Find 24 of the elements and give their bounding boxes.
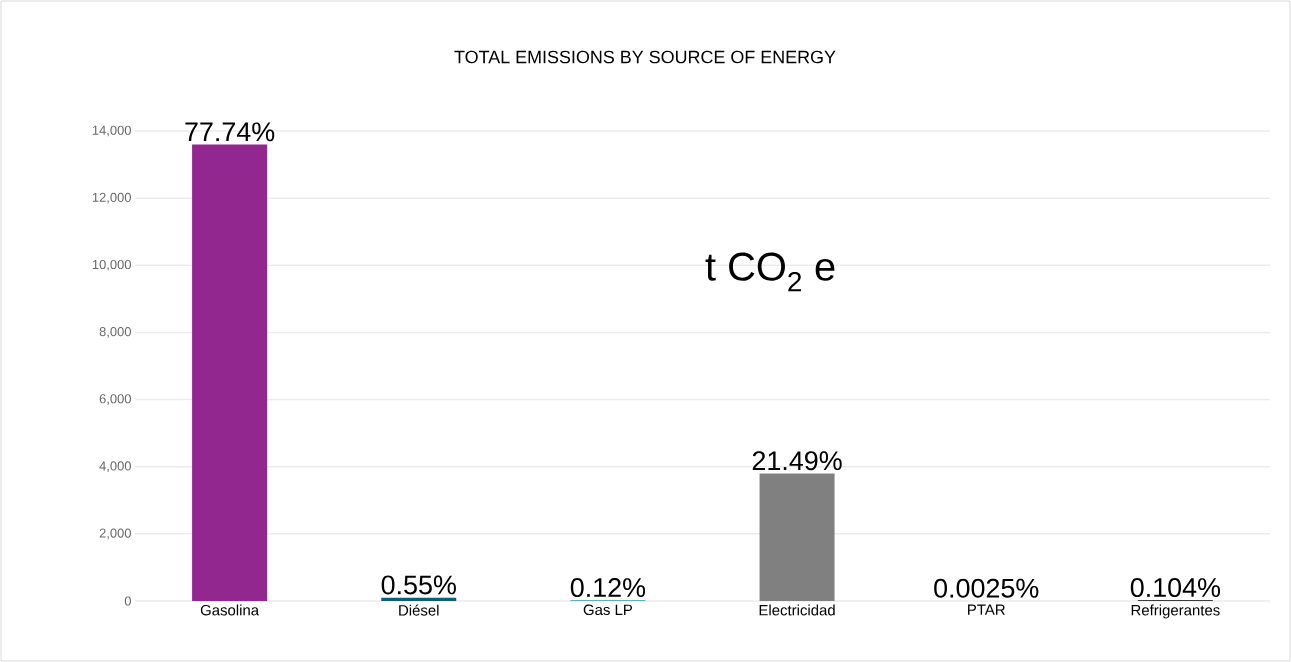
y-tick-label: 8,000	[99, 327, 131, 338]
y-tick-label: 0	[124, 596, 131, 606]
x-tick-label: Gas LP	[583, 604, 633, 616]
annotation: 0.12%	[570, 578, 646, 598]
bar	[759, 473, 835, 601]
bar	[192, 144, 268, 601]
y-tick-label: 12,000	[92, 192, 131, 204]
chart-title: TOTAL EMISSIONS BY SOURCE OF ENERGY	[454, 50, 836, 64]
y-tick-label: 2,000	[99, 528, 131, 540]
y-tick-label: 4,000	[99, 461, 131, 473]
x-tick-label: Gasolina	[200, 604, 260, 616]
x-tick-label: PTAR	[968, 604, 1005, 615]
y-tick-label: 14,000	[92, 125, 131, 137]
annotation: t CO$_{2}$ e	[705, 252, 835, 292]
annotation: 77.74%	[185, 122, 275, 142]
y-tick-label: 10,000	[92, 259, 131, 271]
x-tick-label: Refrigerantes	[1131, 604, 1220, 619]
x-tick-label: Diésel	[399, 604, 439, 616]
y-tick-label: 6,000	[99, 394, 131, 405]
annotation: 21.49%	[752, 451, 842, 471]
annotation: 0.55%	[381, 575, 456, 595]
annotation: 0.0025%	[934, 578, 1039, 598]
annotation: 0.104%	[1130, 578, 1221, 598]
x-tick-label: Electricidad	[759, 604, 835, 616]
